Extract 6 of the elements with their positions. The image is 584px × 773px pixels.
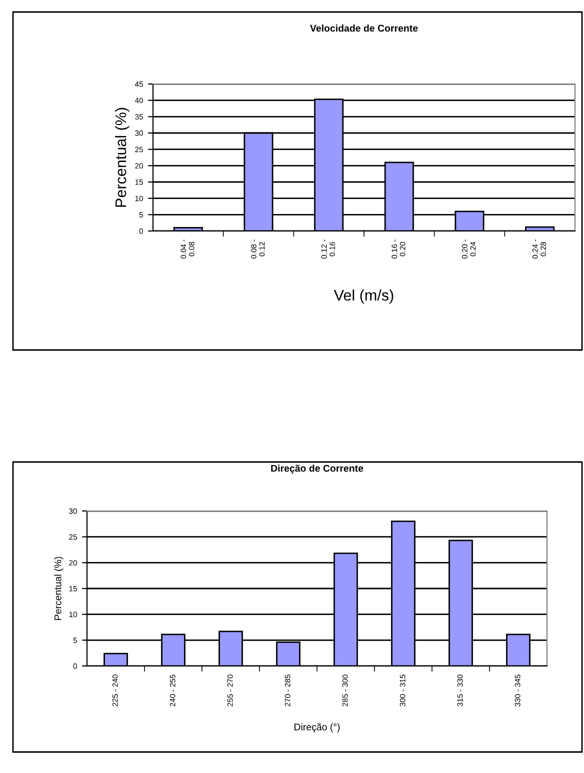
y-axis-title: Percentual (%) (54, 556, 64, 620)
chart-title: Direção de Corrente (271, 464, 364, 474)
x-axis-title: Direção (°) (294, 723, 340, 732)
x-axis-title: Vel (m/s) (334, 289, 394, 304)
chart-title: Velocidade de Corrente (310, 24, 418, 32)
y-axis-title: Percentual (%) (114, 108, 130, 207)
